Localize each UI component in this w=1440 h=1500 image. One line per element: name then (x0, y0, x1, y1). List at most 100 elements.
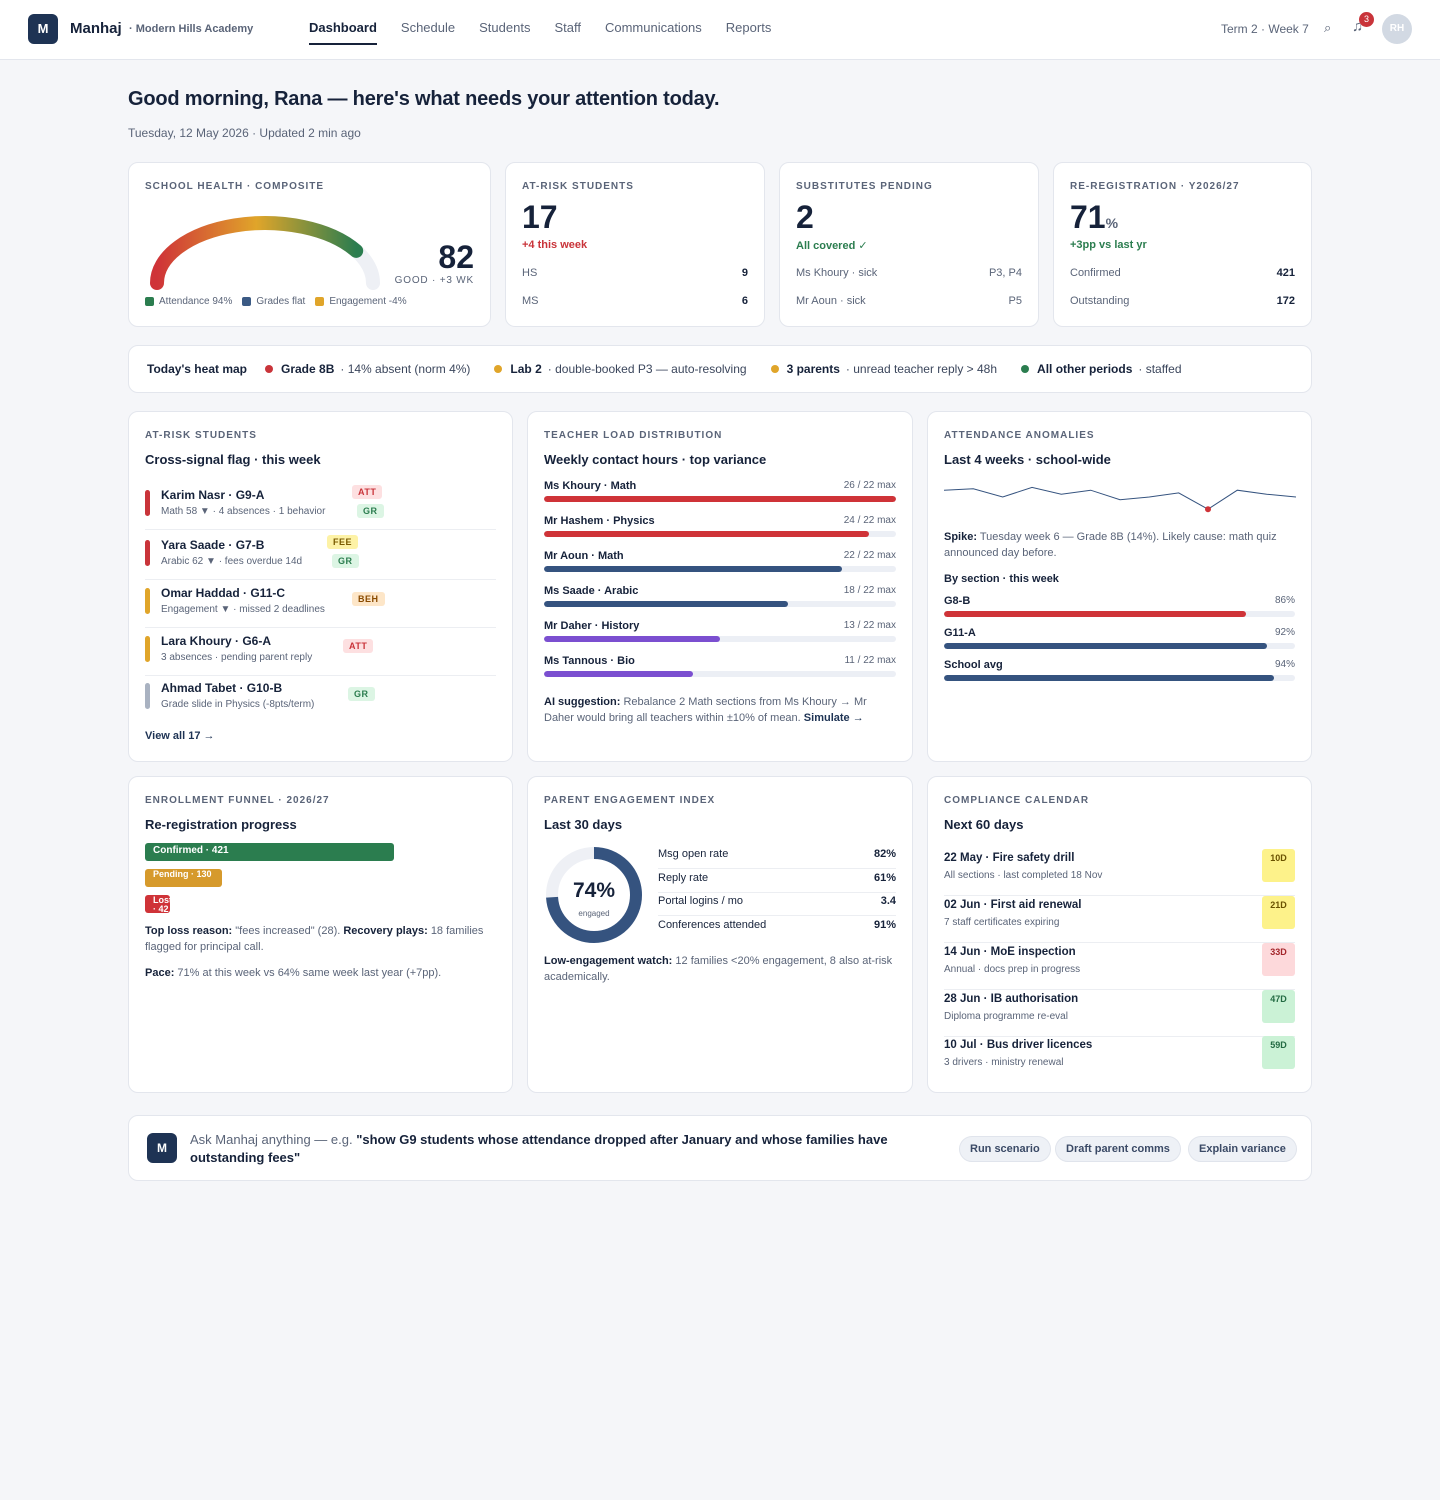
funnel-stage-pending[interactable]: Pending · 130 (145, 869, 222, 887)
health-score: 82 (438, 239, 474, 275)
bell-icon[interactable]: ♫ (1352, 18, 1364, 35)
top-bar: M Manhaj · Modern Hills Academy Dashboar… (0, 0, 1440, 60)
kpi-value: 71% (1070, 199, 1119, 235)
sparkline-line (944, 486, 1296, 510)
load-row[interactable]: Mr Hashem · Physics 24 / 22 max (544, 515, 896, 545)
reregistration-kpi-card[interactable]: RE-REGISTRATION · Y2026/27 71% +3pp vs l… (1053, 162, 1312, 327)
substitutes-kpi-card[interactable]: SUBSTITUTES PENDING 2 All covered ✓ Ms K… (779, 162, 1039, 327)
list-item[interactable]: Lara Khoury · G6-A 3 absences · pending … (145, 628, 496, 676)
kpi-value: 2 (796, 199, 814, 235)
notification-badge: 3 (1359, 12, 1374, 27)
nav-reports[interactable]: Reports (725, 20, 772, 35)
status-dot (265, 365, 273, 373)
student-detail: Arabic 62 ▼ · fees overdue 14d (161, 556, 303, 567)
list-item[interactable]: 14 Jun · MoE inspection Annual · docs pre… (944, 943, 1295, 990)
list-item[interactable]: Yara Saade · G7-B Arabic 62 ▼ · fees ove… (145, 532, 496, 580)
teacher-load-card: TEACHER LOAD DISTRIBUTION Weekly contact… (527, 411, 913, 762)
app-logo[interactable]: M (28, 14, 58, 44)
list-item[interactable]: Karim Nasr · G9-A Math 58 ▼ · 4 absences… (145, 482, 496, 530)
health-status: GOOD · +3 WK (394, 275, 474, 286)
section-row[interactable]: G8-B 86% (944, 595, 1295, 623)
nav-staff[interactable]: Staff (554, 20, 581, 35)
sections-title: By section · this week (944, 573, 1059, 585)
term-indicator[interactable]: Term 2 · Week 7 (1221, 22, 1309, 36)
legend-item: Attendance 94% (145, 296, 232, 307)
spike-marker (1205, 506, 1211, 513)
section-bar-fill (944, 643, 1267, 649)
load-row[interactable]: Ms Khoury · Math 26 / 22 max (544, 480, 896, 510)
kpi-row: Outstanding 172 (1070, 295, 1295, 307)
card-kicker: SCHOOL HEALTH · COMPOSITE (145, 181, 325, 192)
list-item[interactable]: Omar Haddad · G11-C Engagement ▼ · misse… (145, 580, 496, 628)
funnel-stage-lost[interactable]: Lost · 42 (145, 895, 170, 913)
at-risk-kpi-card[interactable]: AT-RISK STUDENTS 17 +4 this week HS 9 MS 6 (505, 162, 765, 327)
card-title: Re-registration progress (145, 817, 297, 832)
load-row[interactable]: Mr Aoun · Math 22 / 22 max (544, 550, 896, 580)
list-item[interactable]: 02 Jun · First aid renewal 7 staff certif… (944, 896, 1295, 943)
list-item[interactable]: Ahmad Tabet · G10-B Grade slide in Physi… (145, 675, 496, 723)
search-icon[interactable]: ⌕ (1324, 20, 1332, 35)
nav-schedule[interactable]: Schedule (400, 20, 456, 35)
list-item[interactable]: 10 Jul · Bus driver licences 3 drivers · … (944, 1036, 1295, 1083)
status-dot (770, 365, 779, 373)
list-item[interactable]: 28 Jun · IB authorisation Diploma program… (944, 990, 1295, 1037)
card-kicker: PARENT ENGAGEMENT INDEX (544, 795, 716, 806)
load-row[interactable]: Ms Saade · Arabic 18 / 22 max (544, 585, 896, 615)
section-row[interactable]: School avg 94% (944, 659, 1295, 687)
card-title: Next 60 days (944, 817, 1024, 832)
explain-variance-button[interactable]: Explain variance (1188, 1136, 1297, 1162)
days-badge: 21D (1262, 896, 1295, 929)
card-title: Weekly contact hours · top variance (544, 452, 767, 467)
load-row[interactable]: Mr Daher · History 13 / 22 max (544, 620, 896, 650)
legend-swatch (242, 297, 252, 306)
card-kicker: ENROLLMENT FUNNEL · 2026/27 (145, 795, 330, 806)
simulate-link[interactable]: Simulate → (803, 712, 864, 724)
student-detail: Grade slide in Physics (-8pts/term) (161, 699, 315, 710)
section-row[interactable]: G11-A 92% (944, 627, 1295, 655)
flag-tag: GR (357, 504, 384, 518)
avatar[interactable]: RH (1382, 14, 1412, 44)
parent-engagement-card: PARENT ENGAGEMENT INDEX Last 30 days 74%… (527, 776, 913, 1093)
heat-item[interactable]: 3 parents · unread teacher reply > 48h (770, 362, 997, 376)
section-bar-fill (944, 611, 1246, 617)
legend-item: Grades flat (242, 296, 305, 307)
gauge-fill (150, 216, 364, 290)
school-health-card[interactable]: SCHOOL HEALTH · COMPOSITE 82 GOOD · +3 W… (128, 162, 491, 327)
load-row[interactable]: Ms Tannous · Bio 11 / 22 max (544, 655, 896, 685)
load-bar-fill (544, 671, 693, 677)
days-badge: 59D (1262, 1036, 1295, 1069)
flag-tag: ATT (352, 485, 383, 499)
days-badge: 47D (1262, 990, 1295, 1023)
ring-value: 74% (572, 879, 616, 902)
heat-item[interactable]: Grade 8B · 14% absent (norm 4%) (265, 362, 470, 376)
ring-fill (546, 847, 642, 943)
section-bar-fill (944, 675, 1274, 681)
view-all-link[interactable]: View all 17 → (145, 730, 215, 742)
card-title: Last 4 weeks · school-wide (944, 452, 1111, 467)
nav-dashboard[interactable]: Dashboard (309, 0, 377, 45)
card-kicker: COMPLIANCE CALENDAR (944, 795, 1090, 806)
list-item[interactable]: 22 May · Fire safety drill All sections ·… (944, 849, 1295, 896)
draft-parent-comms-button[interactable]: Draft parent comms (1055, 1136, 1181, 1162)
student-detail: Engagement ▼ · missed 2 deadlines (161, 604, 325, 615)
severity-bar (145, 683, 150, 709)
heat-item[interactable]: Lab 2 · double-booked P3 — auto-resolving (494, 362, 747, 376)
funnel-stage-confirmed[interactable]: Confirmed · 421 (145, 843, 394, 861)
engagement-ring (546, 847, 642, 943)
kpi-delta: +3pp vs last yr (1070, 239, 1147, 251)
card-kicker: SUBSTITUTES PENDING (796, 181, 933, 192)
attendance-anomalies-card: ATTENDANCE ANOMALIES Last 4 weeks · scho… (927, 411, 1312, 762)
status-dot (494, 365, 503, 373)
metric-row: Reply rate 61% (658, 869, 896, 893)
run-scenario-button[interactable]: Run scenario (959, 1136, 1051, 1162)
load-bar-fill (544, 566, 842, 572)
nav-communications[interactable]: Communications (604, 20, 702, 35)
nav-students[interactable]: Students (479, 20, 531, 35)
health-legend: Attendance 94% Grades flat Engagement -4… (145, 296, 407, 307)
ask-input[interactable]: Ask Manhaj anything — e.g. "show G9 stud… (190, 1132, 888, 1165)
student-name: Karim Nasr · G9-A (161, 488, 265, 502)
card-title: Cross-signal flag · this week (145, 452, 321, 467)
severity-bar (145, 540, 150, 566)
severity-bar (145, 636, 150, 662)
heat-item[interactable]: All other periods · staffed (1021, 362, 1182, 376)
